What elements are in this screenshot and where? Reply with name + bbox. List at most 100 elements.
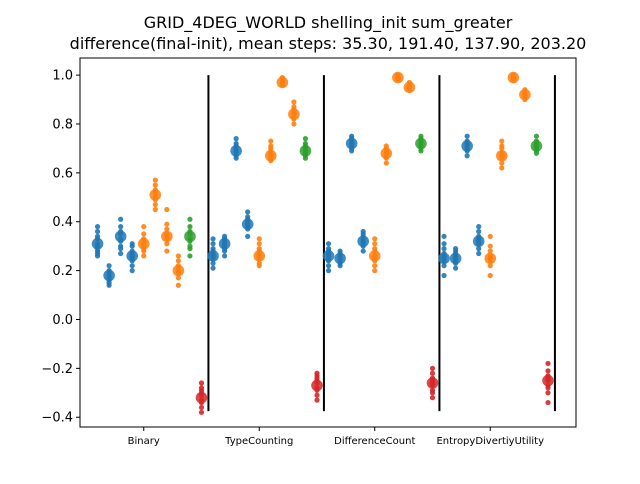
sample-point <box>164 221 170 227</box>
y-tick-label: −0.2 <box>41 362 73 377</box>
sample-point <box>210 241 216 247</box>
sample-point <box>129 243 135 249</box>
sample-point <box>141 253 147 259</box>
sample-point <box>429 390 436 396</box>
sample-point <box>441 263 447 269</box>
sample-point <box>175 282 181 288</box>
mean-point <box>184 230 196 243</box>
mean-point <box>415 137 427 150</box>
sample-point <box>372 236 378 242</box>
sample-point <box>152 202 158 208</box>
sample-point <box>499 165 505 171</box>
mean-point <box>507 71 520 84</box>
mean-point <box>230 145 242 157</box>
chart-subtitle: difference(final-init), mean steps: 35.3… <box>70 34 587 53</box>
mean-point <box>172 264 185 277</box>
sample-point <box>118 224 124 230</box>
sample-point <box>164 206 170 213</box>
mean-point <box>149 189 162 201</box>
mean-point <box>265 149 277 162</box>
sample-point <box>164 226 170 232</box>
sample-point <box>499 145 505 152</box>
mean-point <box>161 230 173 243</box>
mean-point <box>345 137 358 150</box>
sample-point <box>302 136 309 142</box>
y-tick-label: −0.4 <box>41 411 73 426</box>
mean-point <box>472 235 485 248</box>
x-tick-label: DifferenceCount <box>334 436 415 447</box>
sample-point <box>325 241 332 247</box>
mean-point <box>461 140 473 152</box>
sample-point <box>487 243 493 249</box>
mean-point <box>496 149 508 162</box>
mean-point <box>126 250 138 262</box>
mean-point <box>542 374 554 387</box>
sample-point <box>141 248 147 254</box>
mean-point <box>299 145 312 157</box>
mean-point <box>288 108 300 121</box>
sample-point <box>106 263 112 269</box>
sample-point <box>487 248 493 254</box>
mean-point <box>103 269 115 282</box>
sample-point <box>233 155 239 161</box>
sample-point <box>152 206 158 213</box>
sample-point <box>210 260 216 266</box>
sample-point <box>118 250 124 257</box>
sample-point <box>118 246 124 252</box>
sample-point <box>187 246 193 252</box>
mean-point <box>530 140 543 152</box>
sample-point <box>129 263 135 269</box>
sample-point <box>533 150 540 156</box>
sample-point <box>429 365 436 371</box>
sample-point <box>164 241 170 247</box>
sample-point <box>372 268 378 274</box>
sample-point <box>476 228 482 235</box>
mean-point <box>311 379 323 392</box>
mean-point <box>392 71 404 84</box>
mean-point <box>426 377 439 389</box>
sample-point <box>429 370 436 376</box>
sample-point <box>476 250 482 257</box>
y-tick-label: 0.0 <box>52 313 73 328</box>
chart-title: GRID_4DEG_WORLD shelling_init sum_greate… <box>144 13 513 33</box>
sample-point <box>198 380 205 386</box>
sample-point <box>175 275 181 281</box>
mean-point <box>368 250 381 262</box>
sample-point <box>545 368 551 374</box>
sample-point <box>383 160 389 166</box>
mean-point <box>380 147 393 160</box>
sample-point <box>210 236 216 242</box>
sample-point <box>164 248 170 254</box>
sample-point <box>291 99 297 105</box>
sample-point <box>314 392 320 398</box>
sample-point <box>175 258 181 264</box>
sample-point <box>487 233 493 239</box>
sample-point <box>464 153 470 159</box>
sample-point <box>94 228 101 235</box>
sample-point <box>256 241 262 247</box>
sample-point <box>533 133 540 139</box>
sample-point <box>256 236 262 242</box>
mean-point <box>241 218 254 230</box>
sample-point <box>499 138 505 144</box>
y-tick-label: 0.4 <box>52 215 73 230</box>
sample-point <box>337 263 343 269</box>
sample-point <box>418 148 424 154</box>
sample-point <box>198 409 205 415</box>
sample-point <box>476 224 482 230</box>
sample-point <box>441 233 447 239</box>
y-tick-label: 0.8 <box>52 117 73 132</box>
sample-point <box>94 224 101 230</box>
mean-point <box>195 391 208 404</box>
sample-point <box>187 224 193 230</box>
mean-point <box>403 81 416 94</box>
sample-point <box>245 233 251 239</box>
marks-layer <box>91 71 556 415</box>
mean-point <box>207 250 219 262</box>
y-tick-label: 0.2 <box>52 264 73 279</box>
sample-point <box>349 148 355 154</box>
sample-point <box>487 272 493 279</box>
mean-point <box>253 250 266 262</box>
sample-point <box>464 133 470 139</box>
